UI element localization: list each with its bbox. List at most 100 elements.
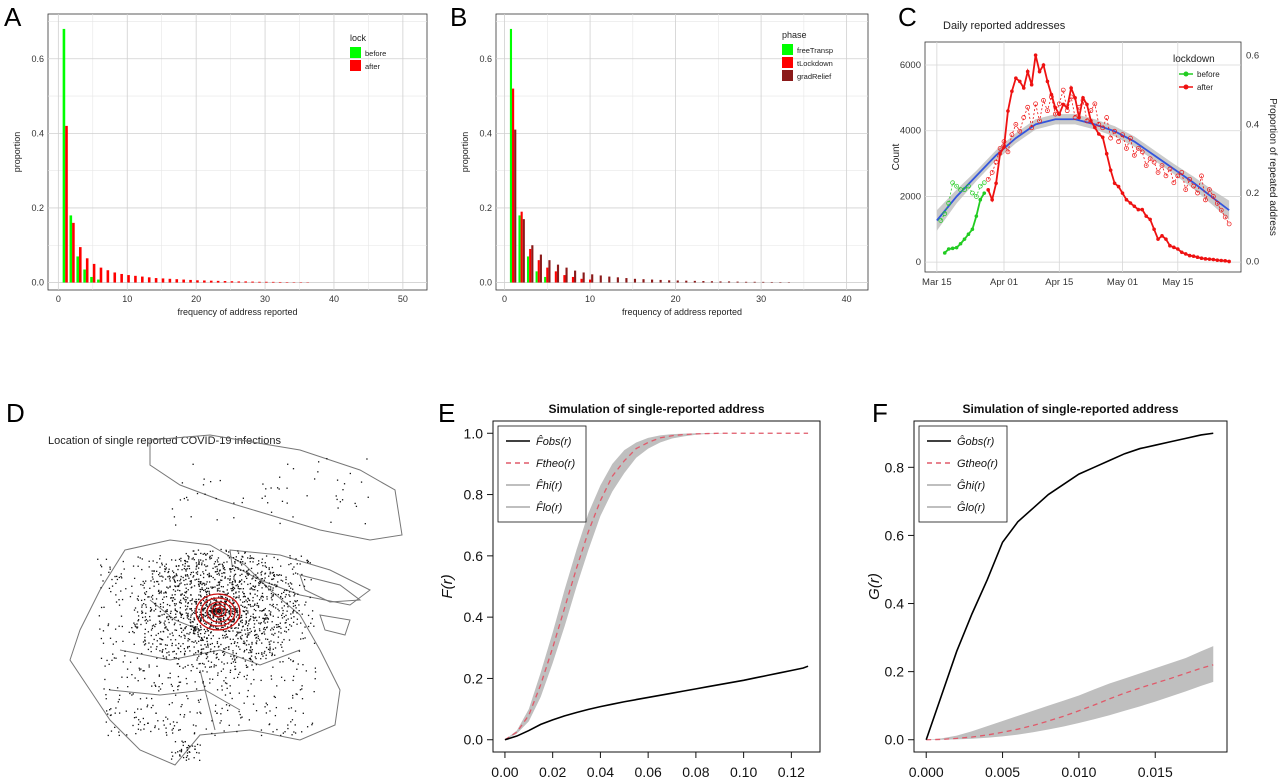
infection-point: [217, 581, 220, 584]
infection-point: [156, 570, 158, 572]
infection-point: [99, 628, 101, 630]
infection-point: [289, 624, 291, 626]
infection-point: [286, 502, 288, 504]
infection-point: [210, 648, 212, 650]
infection-point: [172, 597, 175, 599]
infection-point: [210, 618, 213, 620]
infection-point: [125, 710, 127, 712]
infection-point: [241, 555, 243, 558]
infection-point: [209, 682, 211, 684]
infection-point: [238, 624, 240, 626]
infection-point: [256, 604, 258, 607]
infection-point: [209, 610, 211, 612]
infection-point: [268, 567, 270, 569]
infection-point: [177, 663, 179, 665]
infection-point: [271, 653, 274, 656]
infection-point: [159, 650, 161, 652]
infection-point: [224, 630, 226, 633]
infection-point: [250, 646, 252, 648]
infection-point: [279, 661, 281, 663]
infection-point: [202, 639, 204, 641]
infection-point: [235, 656, 238, 659]
infection-point: [154, 602, 157, 605]
infection-point: [195, 553, 197, 555]
bar: [83, 269, 86, 283]
proportion-point: [1135, 146, 1141, 151]
infection-point: [149, 607, 152, 609]
x-tick-label: 0.12: [778, 764, 805, 779]
infection-point: [217, 609, 219, 611]
infection-point: [364, 523, 366, 525]
infection-point: [131, 592, 133, 594]
infection-point: [295, 693, 297, 695]
infection-point: [267, 648, 270, 651]
infection-point: [264, 618, 266, 620]
infection-point: [223, 572, 225, 574]
y-tick-label: 0.0: [464, 732, 484, 748]
infection-point: [292, 694, 294, 697]
infection-point: [159, 637, 161, 640]
count-point: [982, 191, 987, 195]
infection-point: [229, 619, 231, 621]
infection-point: [219, 563, 221, 565]
infection-point: [280, 734, 282, 737]
infection-point: [191, 598, 194, 600]
count-point: [1018, 79, 1022, 84]
infection-point: [253, 626, 255, 628]
infection-point: [176, 663, 178, 665]
infection-point: [156, 580, 158, 583]
infection-point: [218, 618, 220, 620]
legend-box: [918, 425, 1008, 523]
infection-point: [297, 663, 299, 665]
infection-point: [209, 625, 212, 627]
infection-point: [233, 618, 235, 621]
count-point: [1179, 250, 1184, 255]
infection-point: [276, 685, 278, 687]
infection-point: [240, 717, 242, 719]
infection-point: [175, 657, 177, 659]
proportion-point: [1159, 163, 1165, 168]
infection-point: [226, 609, 228, 611]
infection-point: [232, 568, 234, 570]
infection-point: [174, 559, 177, 561]
infection-point: [269, 613, 271, 615]
infection-point: [173, 603, 176, 605]
infection-point: [249, 649, 251, 651]
count-point: [1045, 79, 1050, 84]
infection-point: [290, 563, 292, 565]
infection-point: [196, 659, 198, 661]
infection-point: [211, 678, 214, 680]
infection-point: [191, 620, 193, 623]
infection-point: [289, 600, 291, 603]
infection-point: [279, 622, 282, 624]
infection-point: [194, 612, 196, 615]
infection-point: [197, 651, 200, 653]
infection-point: [285, 593, 287, 596]
infection-point: [247, 583, 249, 586]
infection-point: [261, 497, 263, 499]
infection-point: [171, 729, 173, 731]
infection-point: [283, 605, 285, 607]
infection-point: [219, 603, 221, 605]
infection-point: [269, 629, 272, 631]
infection-point: [167, 629, 169, 632]
infection-point: [206, 581, 208, 583]
count-point: [970, 227, 975, 232]
bar: [99, 267, 103, 283]
bar: [693, 280, 696, 283]
infection-point: [264, 584, 266, 586]
infection-point: [174, 752, 177, 754]
infection-point: [213, 563, 216, 565]
bar: [175, 279, 179, 283]
infection-point: [196, 712, 198, 714]
infection-point: [250, 605, 252, 608]
infection-point: [204, 666, 207, 668]
infection-point: [264, 565, 266, 567]
y-tick-label: 0.6: [885, 527, 905, 543]
infection-point: [191, 610, 193, 612]
infection-point: [184, 565, 186, 567]
bar: [736, 281, 739, 283]
infection-point: [209, 678, 211, 680]
infection-point: [193, 575, 195, 577]
infection-point: [211, 720, 213, 722]
